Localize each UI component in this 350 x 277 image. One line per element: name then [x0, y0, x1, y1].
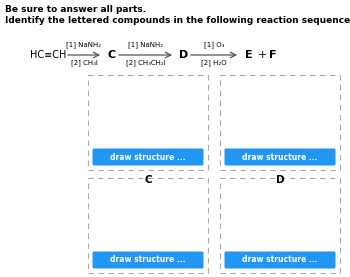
Bar: [220, 178, 340, 273]
Text: [1] NaNH₂: [1] NaNH₂: [66, 42, 102, 48]
Bar: [88, 178, 208, 273]
Bar: [220, 75, 340, 170]
Text: C: C: [107, 50, 115, 60]
Text: [2] H₂O: [2] H₂O: [201, 60, 227, 66]
Text: +: +: [258, 50, 267, 60]
Text: D: D: [276, 175, 284, 185]
Text: [2] CH₃CH₂I: [2] CH₃CH₂I: [126, 60, 165, 66]
FancyBboxPatch shape: [92, 148, 203, 165]
Text: [1] O₃: [1] O₃: [204, 42, 224, 48]
Text: HC≡CH: HC≡CH: [30, 50, 66, 60]
Text: Identify the lettered compounds in the following reaction sequence.: Identify the lettered compounds in the f…: [5, 16, 350, 25]
Bar: [88, 75, 208, 170]
Text: F: F: [269, 50, 277, 60]
Text: draw structure ...: draw structure ...: [242, 153, 318, 161]
FancyBboxPatch shape: [224, 252, 336, 268]
Text: [1] NaNH₂: [1] NaNH₂: [128, 42, 163, 48]
Text: draw structure ...: draw structure ...: [110, 255, 186, 265]
Text: draw structure ...: draw structure ...: [242, 255, 318, 265]
FancyBboxPatch shape: [224, 148, 336, 165]
FancyBboxPatch shape: [92, 252, 203, 268]
Text: [2] CH₃I: [2] CH₃I: [71, 60, 97, 66]
Text: C: C: [144, 175, 152, 185]
Text: E: E: [245, 50, 253, 60]
Text: draw structure ...: draw structure ...: [110, 153, 186, 161]
Text: Be sure to answer all parts.: Be sure to answer all parts.: [5, 5, 146, 14]
Text: D: D: [179, 50, 188, 60]
